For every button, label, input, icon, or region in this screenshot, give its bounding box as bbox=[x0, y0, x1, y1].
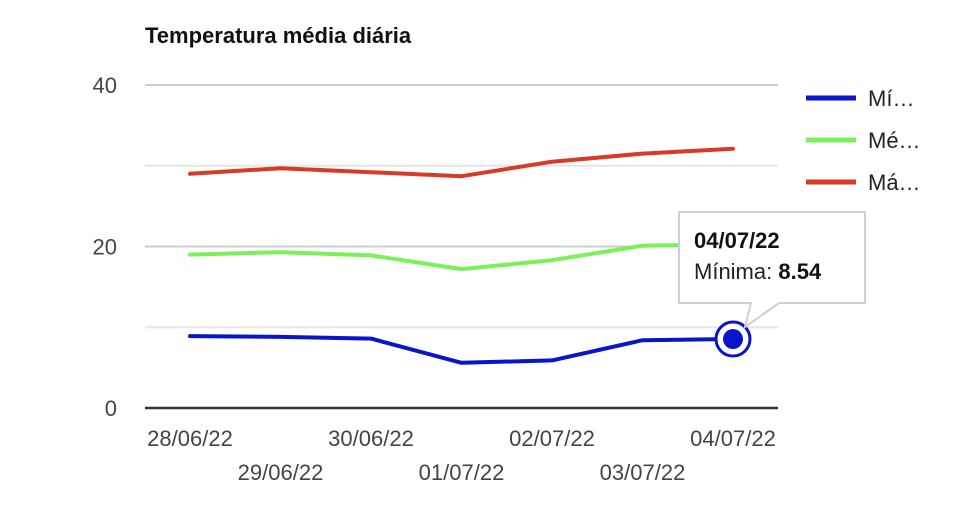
series-line-2[interactable] bbox=[188, 146, 735, 179]
legend-label[interactable]: Mé… bbox=[868, 128, 921, 153]
legend-label[interactable]: Mí… bbox=[868, 86, 914, 111]
y-axis-ticks: 0 20 40 bbox=[93, 73, 117, 421]
data-point[interactable] bbox=[723, 329, 743, 350]
y-tick-label: 40 bbox=[93, 73, 117, 98]
tooltip: 04/07/22 Mínima: 8.54 bbox=[678, 211, 866, 358]
x-tick-label: 29/06/22 bbox=[238, 460, 324, 485]
series-line-1[interactable] bbox=[188, 242, 735, 272]
x-tick-label: 30/06/22 bbox=[328, 426, 414, 451]
y-tick-label: 0 bbox=[105, 396, 117, 421]
y-tick-label: 20 bbox=[93, 235, 117, 260]
x-tick-label: 04/07/22 bbox=[690, 426, 776, 451]
series-lines bbox=[188, 146, 735, 365]
chart-title: Temperatura média diária bbox=[145, 23, 412, 48]
series-line-0[interactable] bbox=[188, 334, 735, 365]
legend: Mí… Mé… Má… bbox=[806, 86, 921, 195]
legend-label[interactable]: Má… bbox=[868, 170, 921, 195]
x-tick-label: 28/06/22 bbox=[147, 426, 233, 451]
x-tick-label: 02/07/22 bbox=[509, 426, 595, 451]
tooltip-label: Mínima: 8.54 bbox=[694, 259, 822, 284]
tooltip-box bbox=[678, 211, 866, 330]
x-tick-label: 01/07/22 bbox=[419, 460, 505, 485]
x-tick-label: 03/07/22 bbox=[600, 460, 686, 485]
tooltip-value: 8.54 bbox=[778, 259, 822, 284]
tooltip-date: 04/07/22 bbox=[694, 228, 780, 253]
x-axis-ticks: 28/06/2229/06/2230/06/2201/07/2202/07/22… bbox=[147, 426, 776, 485]
